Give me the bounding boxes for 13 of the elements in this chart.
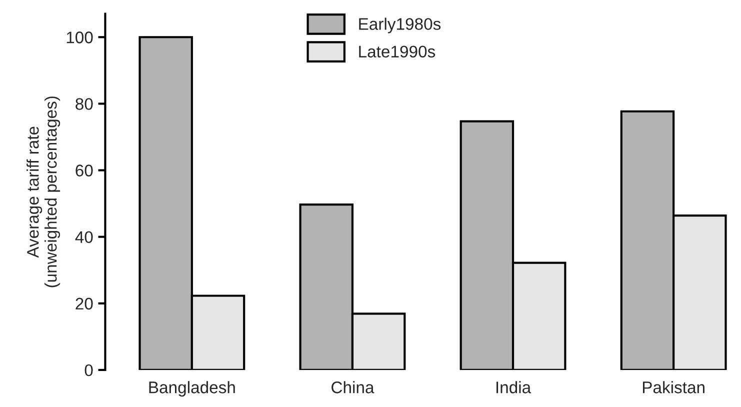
x-tick-label: China — [332, 381, 374, 394]
y-tick-label: 60 — [76, 164, 93, 176]
x-tick-label: Bangladesh — [149, 381, 235, 397]
legend-label: Late1990s — [359, 46, 436, 58]
x-tick-label: Pakistan — [642, 381, 704, 394]
y-tick-label: 40 — [75, 231, 93, 244]
x-tick-label: India — [496, 381, 532, 394]
legend-label: Early1980s — [359, 18, 441, 34]
y-tick-label: 100 — [66, 32, 93, 44]
y-axis-title: Average tariff rate (unweighted percentages) — [26, 96, 60, 288]
y-tick-label: 20 — [76, 298, 93, 310]
y-tick-label: 0 — [84, 364, 93, 376]
y-tick-label: 80 — [76, 98, 93, 110]
